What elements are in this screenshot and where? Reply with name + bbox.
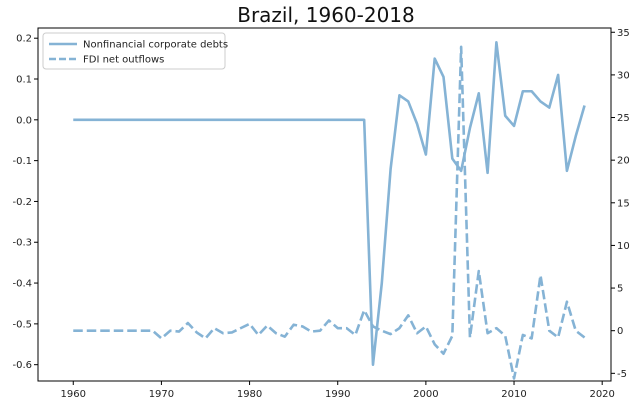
legend: Nonfinancial corporate debts FDI net outf… (42, 32, 228, 70)
y-left-tick-label: 0.0 (16, 115, 32, 126)
y-right-tick-label: 25 (617, 113, 630, 124)
y-left-tick-label: -0.3 (12, 238, 32, 249)
x-tick-label: 1980 (237, 389, 262, 400)
y-right-tick-label: 0 (617, 326, 623, 337)
legend-label: FDI net outflows (83, 55, 164, 66)
x-axis: 1960 1970 1980 1990 2000 2010 2020 (61, 381, 615, 400)
y-left-tick-label: -0.1 (12, 156, 32, 167)
series-line-fdi-net-outflows (73, 45, 586, 380)
y-right-tick-label: 10 (617, 241, 630, 252)
y-left-tick-label: 0.1 (16, 75, 32, 86)
y-right-tick-label: 30 (617, 70, 630, 81)
x-tick-label: 2020 (589, 389, 614, 400)
y-axis-right: -5 0 5 10 15 20 25 30 35 (611, 28, 630, 380)
y-left-tick-label: -0.4 (12, 279, 32, 290)
y-left-tick-label: -0.2 (12, 197, 32, 208)
x-tick-label: 2010 (501, 389, 526, 400)
legend-label: Nonfinancial corporate debts (83, 40, 228, 51)
series-line-nonfinancial-corporate-debts (73, 40, 586, 366)
y-left-tick-label: -0.5 (12, 319, 32, 330)
x-tick-label: 1970 (149, 389, 174, 400)
plot-lines (73, 40, 586, 380)
y-right-tick-label: -5 (617, 369, 627, 380)
x-tick-label: 2000 (413, 389, 438, 400)
y-axis-left: -0.6 -0.5 -0.4 -0.3 -0.2 -0.1 0.0 0.1 0.2 (12, 34, 38, 371)
y-right-tick-label: 5 (617, 284, 623, 295)
chart-title: Brazil, 1960-2018 (237, 3, 415, 27)
y-right-tick-label: 20 (617, 156, 630, 167)
x-tick-label: 1960 (61, 389, 86, 400)
y-left-tick-label: 0.2 (16, 34, 32, 45)
y-right-tick-label: 15 (617, 198, 630, 209)
plot-frame (37, 27, 612, 382)
y-right-tick-label: 35 (617, 28, 630, 39)
y-left-tick-label: -0.6 (12, 360, 32, 371)
legend-box (42, 32, 226, 70)
x-tick-label: 1990 (325, 389, 350, 400)
